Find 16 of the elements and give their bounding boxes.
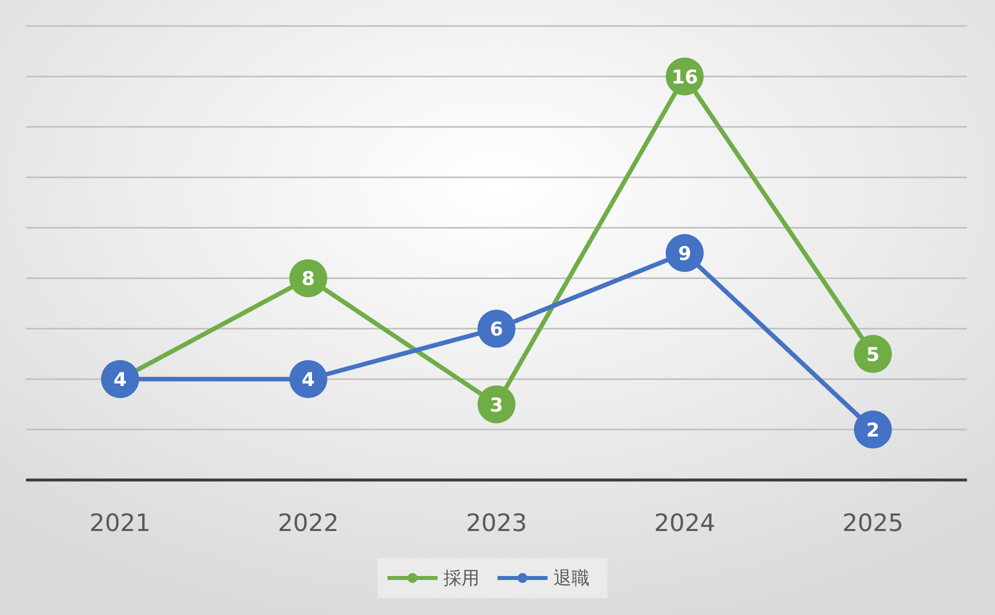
x-tick-label: 2024 xyxy=(654,509,716,537)
data-label: 4 xyxy=(302,369,315,392)
data-label: 4 xyxy=(113,369,127,392)
x-tick-label: 2021 xyxy=(90,509,151,537)
legend-label: 採用 xyxy=(444,568,480,589)
data-label: 3 xyxy=(490,394,504,416)
data-label: 2 xyxy=(866,420,880,442)
data-label: 9 xyxy=(678,243,692,265)
x-tick-label: 2025 xyxy=(842,509,904,537)
data-label: 16 xyxy=(671,66,698,88)
data-label: 5 xyxy=(866,344,880,366)
data-label: 6 xyxy=(490,318,504,341)
data-label: 8 xyxy=(302,268,315,290)
x-tick-label: 2022 xyxy=(278,509,339,537)
legend-label: 退職 xyxy=(554,568,590,589)
x-tick-label: 2023 xyxy=(466,509,528,537)
